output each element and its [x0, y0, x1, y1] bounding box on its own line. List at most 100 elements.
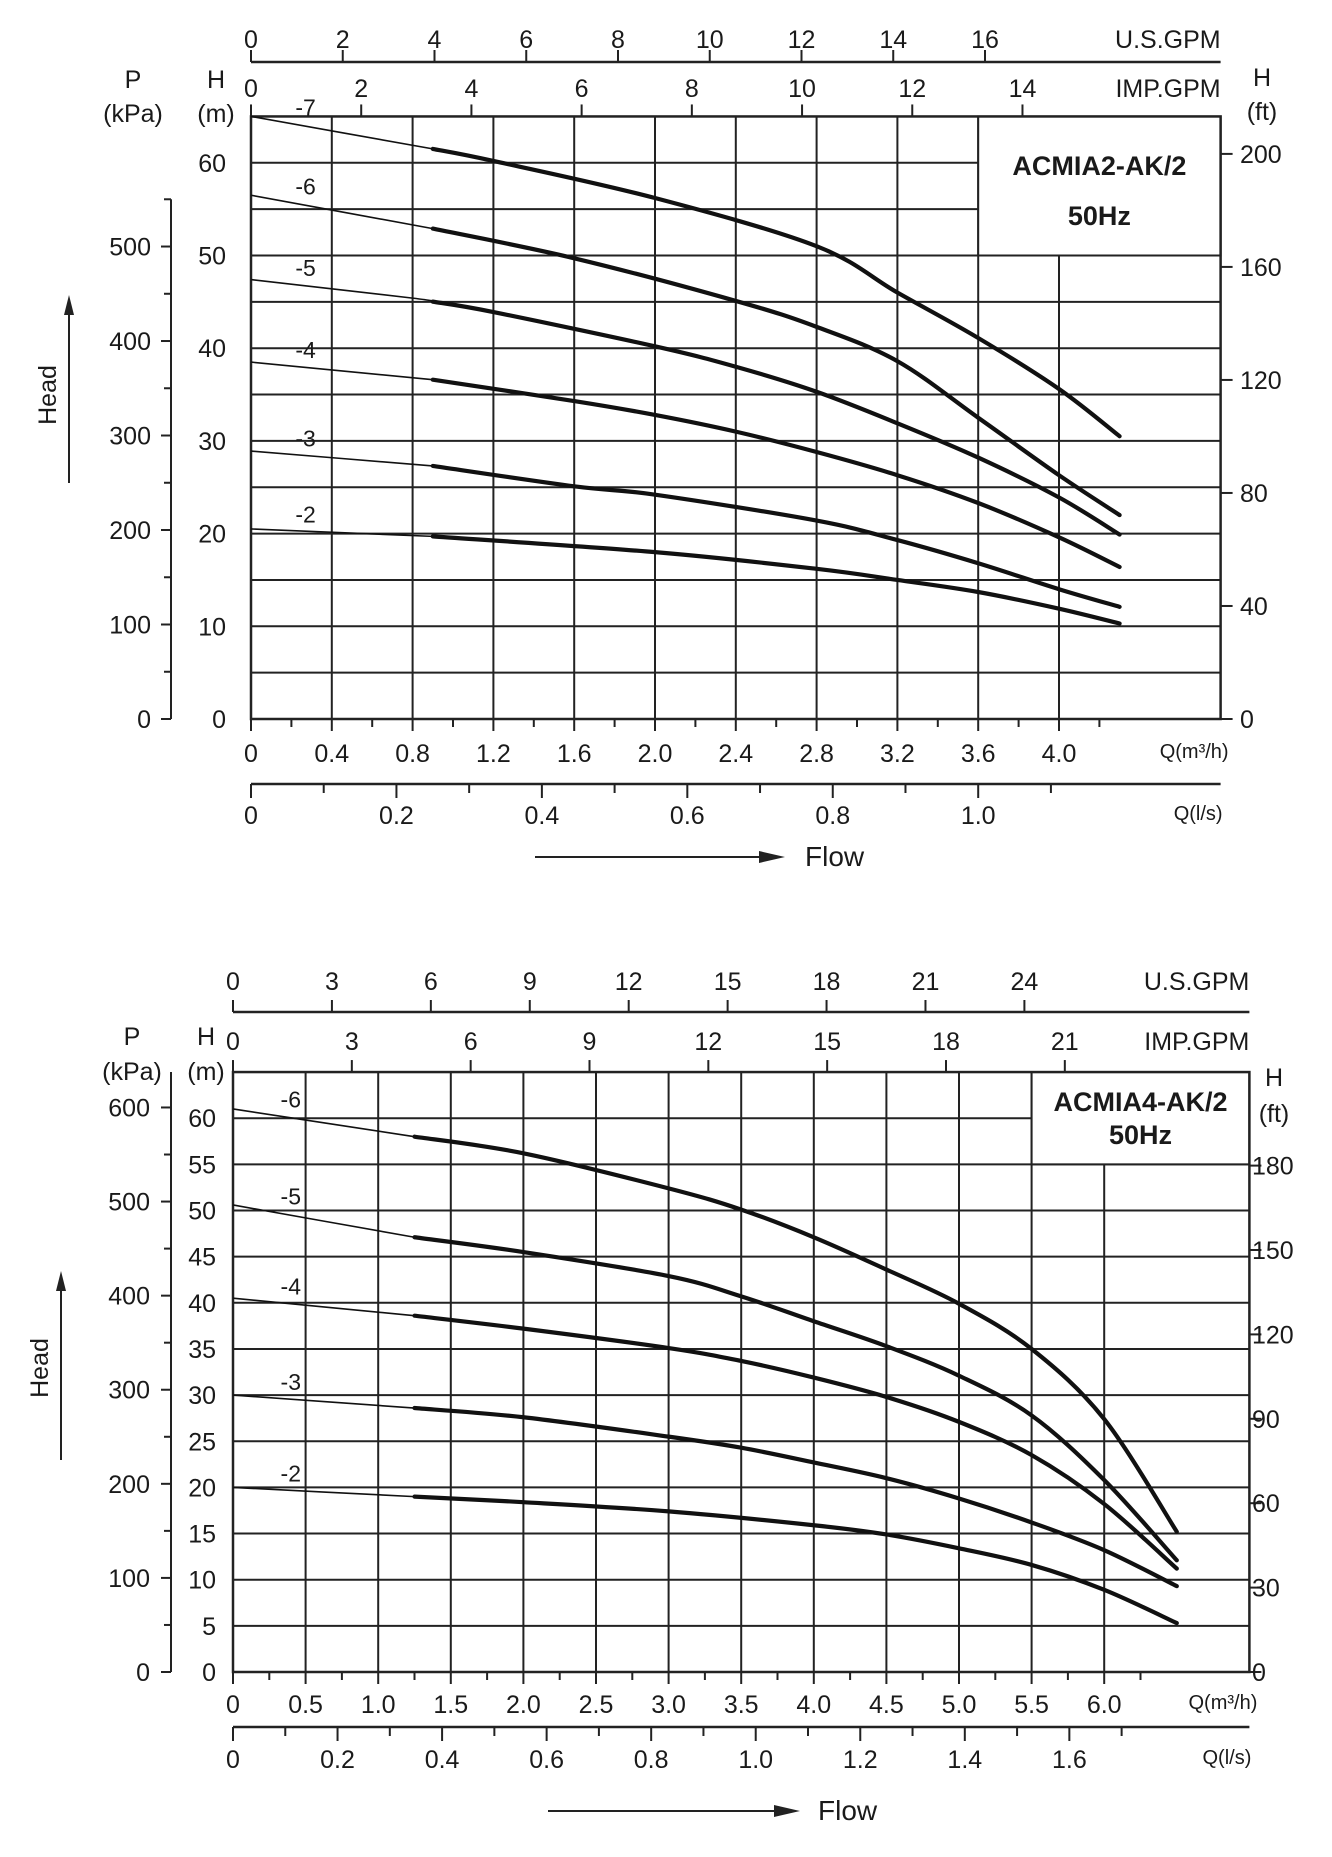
ft-axis-symbol: H: [1265, 1064, 1283, 1092]
curve-thin-segment: [232, 1204, 415, 1239]
series-label: -7: [295, 95, 315, 121]
h-m-axis-symbol: H: [197, 1023, 215, 1051]
ft-tick-label: 0: [1240, 706, 1254, 734]
x-tick-label: 0: [226, 1691, 240, 1719]
series-stages-5: -5: [250, 255, 1122, 537]
x-tick-label: 3.6: [961, 740, 996, 768]
us-gpm-tick-label: 3: [325, 968, 339, 996]
title-box: [977, 115, 1222, 257]
ft-tick-label: 150: [1252, 1237, 1294, 1265]
curve-thin-segment: [250, 528, 433, 538]
h-m-axis-symbol: H: [207, 66, 225, 94]
x-tick-label: 4.5: [869, 1691, 904, 1719]
ls-tick-label: 0.6: [529, 1746, 564, 1774]
h-m-tick-label: 30: [198, 428, 226, 456]
imp-gpm-tick-label: 10: [788, 75, 816, 103]
chart-title: ACMIA2-AK/2: [1012, 151, 1186, 181]
h-m-tick-label: 30: [188, 1382, 216, 1410]
ft-axis-unit: (ft): [1259, 1100, 1290, 1128]
us-gpm-tick-label: 6: [519, 26, 533, 54]
p-tick-label: 500: [109, 234, 151, 262]
chart-acmia2: ACMIA2-AK/2 50Hz 0 0.4 0.8 1.2 1.6 2.0 2.4 2.8 3.2…: [34, 26, 1282, 872]
ls-tick-label: 0: [226, 1746, 240, 1774]
ft-tick-label: 90: [1252, 1406, 1280, 1434]
x-tick-label: 4.0: [1042, 740, 1077, 768]
p-axis-symbol: P: [125, 66, 142, 94]
series-stages-2: -2: [232, 1461, 1179, 1626]
curve-thick-segment: [412, 1235, 1179, 1563]
curve-thick-segment: [412, 1134, 1179, 1534]
us-gpm-tick-label: 14: [879, 26, 907, 54]
chart-subtitle: 50Hz: [1068, 201, 1131, 231]
chart-title: ACMIA4-AK/2: [1053, 1087, 1227, 1117]
p-axis-unit: (kPa): [103, 100, 163, 128]
us-gpm-tick-label: 10: [696, 26, 724, 54]
ls-tick-label: 0.2: [320, 1746, 355, 1774]
us-gpm-tick-label: 0: [226, 968, 240, 996]
series-label: -4: [295, 337, 316, 363]
x-tick-label: 2.5: [579, 1691, 614, 1719]
x-axis-label: Q(m³/h): [1160, 741, 1229, 763]
flow-arrow-right-icon: [774, 1805, 800, 1817]
imp-gpm-tick-label: 6: [575, 75, 589, 103]
ls-tick-label: 1.6: [1052, 1746, 1087, 1774]
x-tick-label: 0.4: [314, 740, 349, 768]
flow-label: Flow: [818, 1795, 878, 1826]
curve-thick-segment: [412, 1313, 1179, 1571]
p-tick-label: 0: [136, 1659, 150, 1687]
flow-arrow-right-icon: [759, 851, 785, 863]
ls-tick-label: 0.6: [670, 802, 705, 830]
p-tick-label: 400: [109, 328, 151, 356]
h-m-tick-label: 15: [188, 1521, 216, 1549]
us-gpm-tick-label: 24: [1010, 968, 1038, 996]
x-tick-label: 1.6: [557, 740, 592, 768]
h-m-tick-label: 45: [188, 1244, 216, 1272]
curve-thin-segment: [250, 194, 433, 230]
x-tick-label: 1.0: [361, 1691, 396, 1719]
imp-gpm-tick-label: 6: [464, 1028, 478, 1056]
p-tick-label: 300: [109, 423, 151, 451]
h-m-tick-label: 50: [188, 1198, 216, 1226]
ls-tick-label: 1.2: [843, 1746, 878, 1774]
ft-tick-label: 180: [1252, 1153, 1294, 1181]
h-m-tick-label: 55: [188, 1151, 216, 1179]
imp-gpm-tick-label: 15: [813, 1028, 841, 1056]
curve-thin-segment: [250, 278, 434, 303]
h-m-tick-label: 20: [198, 521, 226, 549]
x-tick-label: 0: [244, 740, 258, 768]
head-arrow-up-icon: [64, 295, 74, 315]
us-gpm-axis-label: U.S.GPM: [1115, 26, 1221, 54]
series-stages-6: -6: [250, 174, 1122, 518]
x-tick-label: 2.8: [799, 740, 834, 768]
curve-thick-segment: [430, 377, 1122, 570]
imp-gpm-tick-label: 14: [1009, 75, 1037, 103]
head-label: Head: [34, 365, 62, 425]
flow-label: Flow: [805, 841, 865, 872]
x-tick-label: 2.0: [638, 740, 673, 768]
x-tick-label: 3.0: [651, 1691, 686, 1719]
us-gpm-tick-label: 21: [912, 968, 940, 996]
x-tick-label: 3.2: [880, 740, 915, 768]
us-gpm-tick-label: 9: [523, 968, 537, 996]
x-axis-label: Q(m³/h): [1189, 1692, 1258, 1714]
p-axis-unit: (kPa): [102, 1058, 162, 1086]
curve-thin-segment: [232, 1394, 415, 1409]
us-gpm-tick-label: 0: [244, 26, 258, 54]
h-m-tick-label: 10: [198, 613, 226, 641]
us-gpm-tick-label: 2: [336, 26, 350, 54]
head-arrow-up-icon: [56, 1271, 66, 1291]
ft-tick-label: 80: [1240, 480, 1268, 508]
ls-tick-label: 0.8: [815, 802, 850, 830]
ft-tick-label: 0: [1252, 1659, 1266, 1687]
curve-thin-segment: [250, 450, 433, 467]
ft-axis-symbol: H: [1253, 64, 1271, 92]
imp-gpm-tick-label: 12: [898, 75, 926, 103]
series-label: -6: [295, 174, 315, 200]
us-gpm-tick-label: 16: [971, 26, 999, 54]
series-label: -5: [281, 1184, 301, 1210]
p-axis-symbol: P: [124, 1023, 141, 1051]
h-m-tick-label: 10: [188, 1567, 216, 1595]
imp-gpm-tick-label: 2: [354, 75, 368, 103]
imp-gpm-axis-label: IMP.GPM: [1144, 1028, 1249, 1056]
